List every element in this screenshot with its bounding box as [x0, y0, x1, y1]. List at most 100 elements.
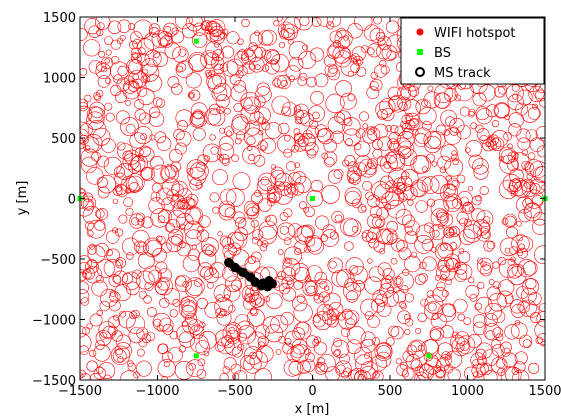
wifi-hotspot	[437, 303, 457, 323]
wifi-hotspot	[398, 300, 407, 309]
wifi-hotspot	[459, 217, 468, 227]
wifi-hotspot	[522, 278, 540, 295]
wifi-hotspot	[368, 266, 385, 282]
wifi-hotspot	[325, 366, 341, 380]
wifi-hotspot	[518, 243, 525, 250]
wifi-hotspot	[418, 107, 437, 125]
wifi-hotspot	[494, 86, 506, 98]
wifi-hotspot	[530, 312, 542, 324]
wifi-hotspot	[88, 60, 103, 74]
wifi-hotspot	[373, 17, 382, 25]
wifi-hotspot	[388, 96, 403, 111]
wifi-hotspot	[178, 48, 187, 57]
wifi-hotspot	[535, 126, 545, 141]
wifi-hotspot	[181, 196, 195, 210]
wifi-hotspot	[527, 107, 541, 120]
wifi-hotspot	[367, 258, 373, 264]
wifi-hotspot	[278, 282, 291, 295]
wifi-hotspot	[125, 314, 146, 334]
wifi-hotspot	[219, 372, 229, 380]
wifi-hotspot	[445, 116, 456, 127]
wifi-hotspot	[447, 368, 461, 380]
wifi-hotspot	[241, 18, 250, 28]
wifi-hotspot	[367, 226, 381, 241]
wifi-hotspot	[244, 256, 261, 273]
wifi-hotspot	[357, 374, 366, 380]
wifi-hotspot	[477, 281, 485, 290]
wifi-hotspot	[80, 101, 88, 112]
wifi-hotspot	[212, 206, 220, 214]
wifi-hotspot	[498, 179, 519, 199]
wifi-hotspot	[250, 307, 258, 315]
wifi-hotspot	[436, 209, 448, 221]
wifi-hotspot	[370, 298, 385, 313]
wifi-hotspot	[176, 242, 191, 257]
wifi-hotspot	[524, 189, 544, 209]
wifi-hotspot	[113, 74, 123, 84]
wifi-hotspot	[80, 297, 90, 306]
wifi-hotspot	[126, 252, 134, 260]
wifi-hotspot	[472, 359, 480, 367]
wifi-hotspot	[287, 186, 297, 196]
wifi-hotspot	[110, 84, 122, 96]
wifi-hotspot	[294, 162, 301, 168]
wifi-hotspot	[160, 164, 180, 184]
wifi-hotspot	[440, 144, 458, 162]
wifi-hotspot	[302, 359, 316, 372]
wifi-hotspot	[185, 280, 203, 298]
wifi-hotspot	[97, 175, 117, 194]
wifi-hotspot	[294, 266, 310, 283]
wifi-hotspot	[512, 369, 530, 380]
wifi-hotspot	[138, 290, 147, 299]
wifi-hotspot	[137, 88, 155, 106]
wifi-hotspot	[499, 154, 519, 174]
wifi-hotspot	[245, 287, 255, 297]
wifi-hotspot	[445, 258, 460, 273]
wifi-hotspot	[430, 246, 437, 253]
wifi-hotspot	[211, 169, 228, 186]
wifi-hotspot	[366, 86, 380, 99]
wifi-hotspot	[162, 22, 178, 38]
wifi-hotspot	[200, 237, 219, 256]
wifi-hotspot	[166, 235, 183, 253]
wifi-hotspot	[296, 294, 306, 304]
wifi-hotspot	[424, 357, 442, 375]
wifi-hotspot	[414, 127, 432, 145]
wifi-hotspot	[163, 361, 170, 368]
wifi-hotspot	[518, 208, 532, 223]
wifi-hotspot	[102, 325, 116, 340]
wifi-hotspot	[509, 246, 518, 255]
wifi-hotspot	[324, 156, 335, 168]
wifi-hotspot	[362, 180, 372, 191]
wifi-hotspot	[493, 102, 510, 119]
wifi-hotspot	[327, 67, 340, 81]
wifi-hotspot	[386, 221, 398, 233]
wifi-hotspot	[347, 326, 366, 345]
wifi-hotspot	[280, 24, 287, 30]
wifi-hotspot	[188, 363, 196, 371]
wifi-hotspot	[492, 281, 501, 290]
wifi-hotspot	[88, 25, 101, 38]
wifi-hotspot	[317, 128, 334, 145]
wifi-hotspot	[491, 356, 508, 374]
wifi-hotspot	[390, 124, 399, 134]
wifi-hotspot	[440, 274, 447, 281]
wifi-hotspot	[410, 340, 422, 353]
wifi-hotspot	[108, 299, 121, 312]
wifi-hotspot	[198, 331, 217, 350]
wifi-hotspot	[366, 47, 375, 56]
wifi-hotspot	[306, 125, 319, 139]
wifi-hotspot	[459, 341, 470, 351]
wifi-hotspot	[377, 36, 392, 51]
wifi-hotspot	[125, 207, 134, 216]
wifi-hotspot	[197, 154, 209, 166]
wifi-hotspot	[192, 127, 206, 141]
wifi-hotspot	[313, 336, 321, 344]
wifi-hotspot	[228, 242, 242, 256]
wifi-hotspot	[256, 178, 273, 195]
wifi-hotspot	[416, 363, 435, 380]
wifi-hotspot	[281, 276, 294, 289]
wifi-hotspot	[521, 149, 529, 156]
wifi-hotspot	[408, 118, 421, 131]
wifi-hotspot	[162, 323, 174, 335]
